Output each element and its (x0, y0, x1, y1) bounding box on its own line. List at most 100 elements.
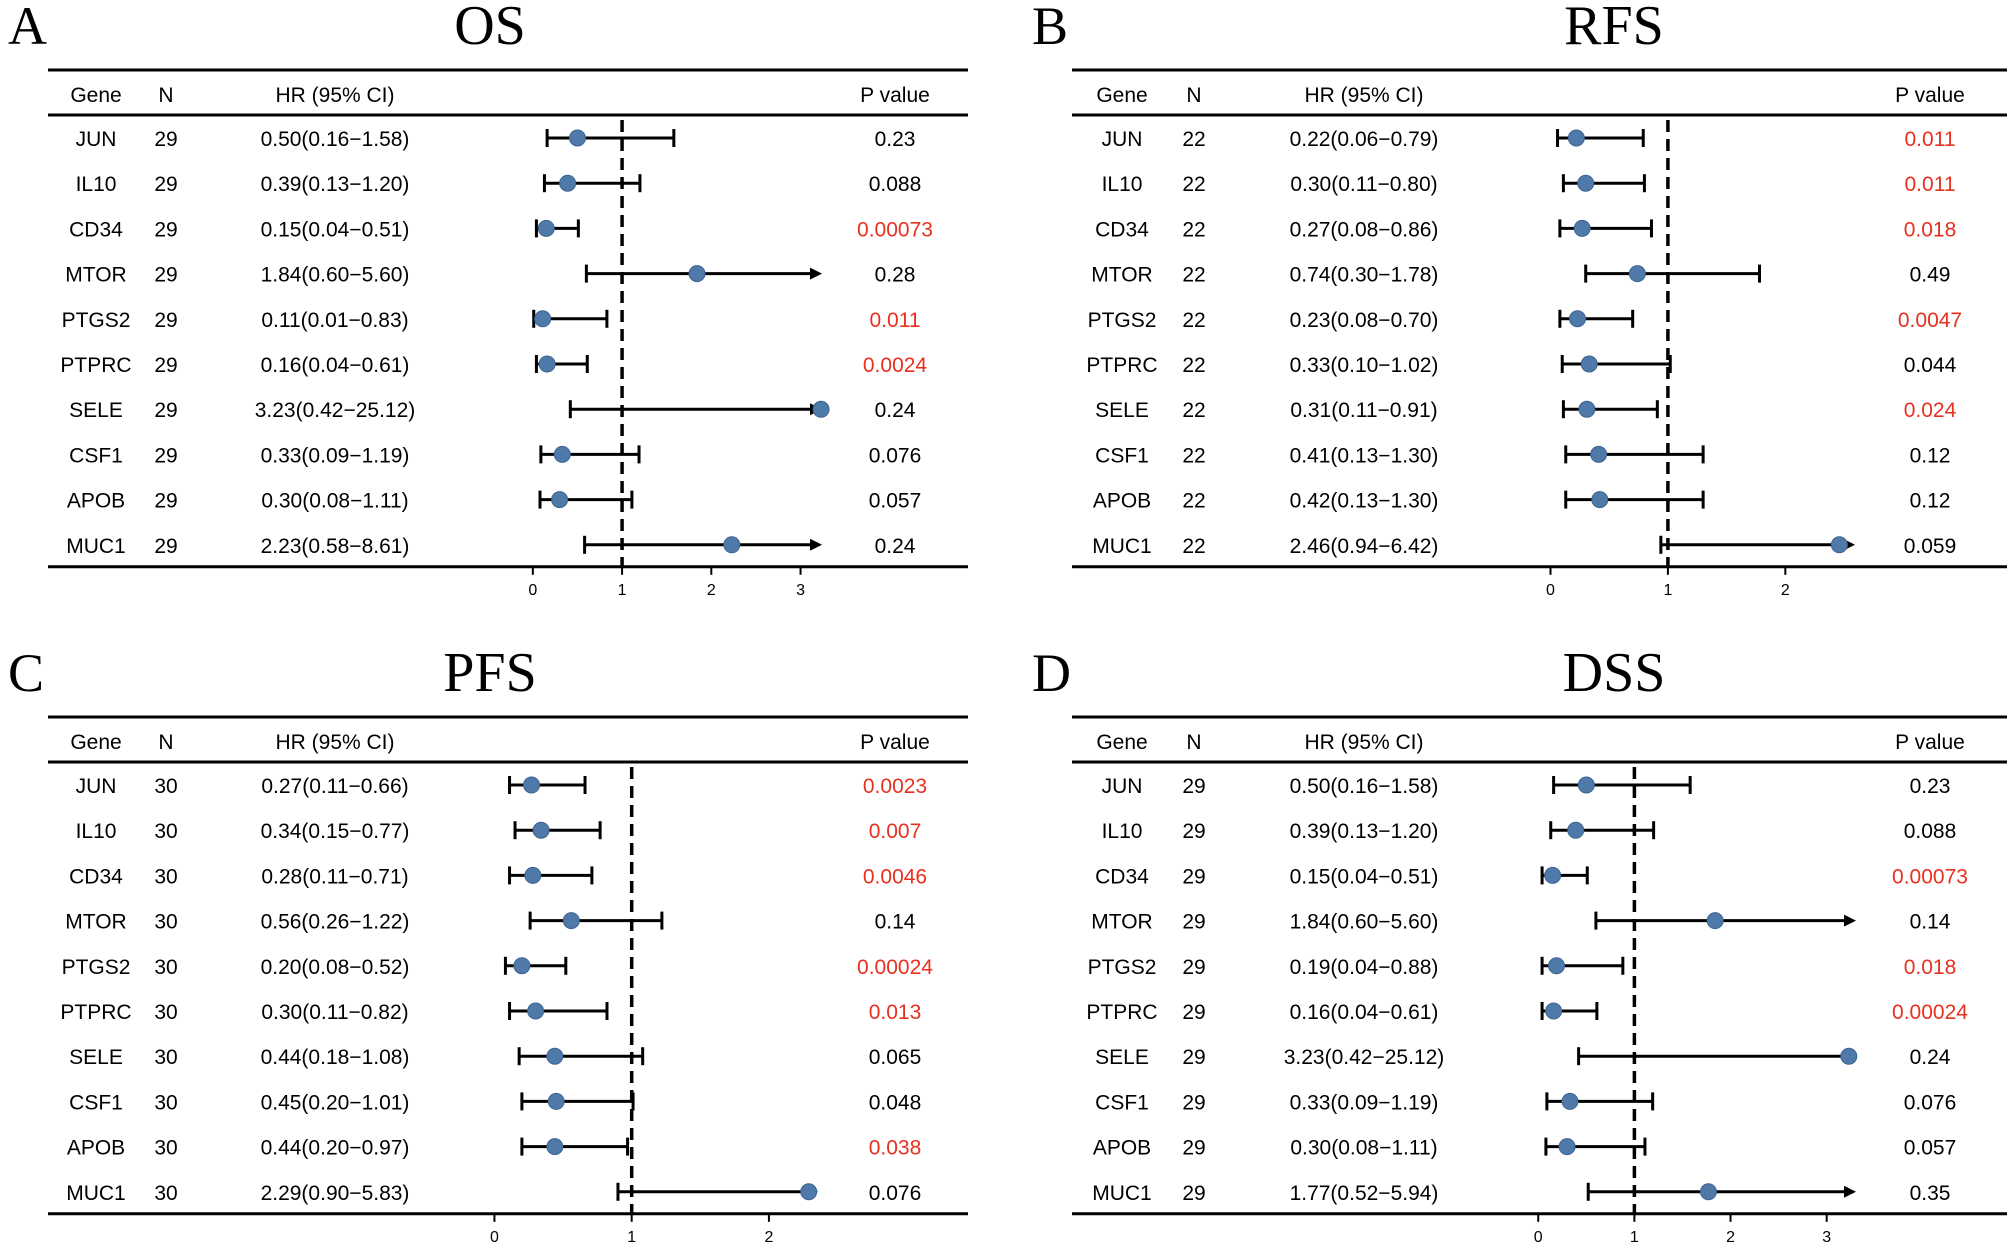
p-value: 0.0024 (863, 354, 928, 377)
gene-label: CSF1 (69, 444, 123, 467)
n-value: 30 (154, 911, 177, 934)
hr-ci-text: 0.41(0.13−1.30) (1290, 444, 1439, 467)
gene-label: MTOR (65, 264, 126, 287)
gene-label: MTOR (65, 911, 126, 934)
table-row: JUN 22 0.22(0.06−0.79) 0.011 (1102, 128, 1956, 151)
panel-b: B RFS Gene N HR (95% CI) P value JUN 22 0.22(0.0… (1032, 0, 2007, 599)
gene-label: APOB (1093, 490, 1151, 513)
n-value: 30 (154, 1137, 177, 1160)
n-value: 22 (1182, 128, 1205, 151)
table-row: SELE 30 0.44(0.18−1.08) 0.065 (69, 1046, 921, 1069)
x-tick-label: 2 (1726, 1229, 1735, 1246)
p-value: 0.007 (869, 820, 922, 843)
hr-point (723, 536, 741, 554)
p-value: 0.088 (1904, 820, 1957, 843)
panel-letter: C (8, 643, 44, 703)
gene-label: MUC1 (1092, 1182, 1152, 1205)
table-row: CD34 29 0.15(0.04−0.51) 0.00073 (1095, 865, 1968, 888)
gene-label: CD34 (1095, 865, 1149, 888)
gene-label: MUC1 (1092, 535, 1152, 558)
hr-ci-text: 0.33(0.09−1.19) (261, 444, 410, 467)
p-value: 0.0047 (1898, 309, 1962, 332)
table-row: APOB 30 0.44(0.20−0.97) 0.038 (67, 1137, 921, 1160)
hr-point (1573, 219, 1591, 237)
table-row: CD34 22 0.27(0.08−0.86) 0.018 (1095, 218, 1956, 241)
header-n: N (158, 731, 173, 754)
table-row: PTGS2 29 0.11(0.01−0.83) 0.011 (62, 309, 921, 332)
hr-point (568, 129, 586, 147)
gene-label: MTOR (1091, 911, 1152, 934)
table-row: PTPRC 30 0.30(0.11−0.82) 0.013 (60, 1001, 921, 1024)
header-gene: Gene (1096, 84, 1147, 107)
gene-label: PTPRC (1086, 354, 1157, 377)
n-value: 30 (154, 865, 177, 888)
panel-a: A OS Gene N HR (95% CI) P value JUN 29 0.50(0.16… (8, 0, 968, 599)
n-value: 29 (1182, 820, 1205, 843)
hr-point (1590, 445, 1608, 463)
header-p-value: P value (1895, 731, 1965, 754)
hr-point (562, 912, 580, 930)
hr-ci-text: 0.15(0.04−0.51) (1290, 865, 1439, 888)
gene-label: CD34 (1095, 218, 1149, 241)
x-tick-label: 0 (1546, 582, 1555, 599)
hr-point (524, 866, 542, 884)
n-value: 22 (1182, 173, 1205, 196)
p-value: 0.0023 (863, 775, 927, 798)
gene-label: MTOR (1091, 264, 1152, 287)
hr-point (537, 219, 555, 237)
p-value: 0.14 (875, 911, 916, 934)
n-value: 29 (1182, 956, 1205, 979)
hr-point (1706, 912, 1724, 930)
table-row: MUC1 30 2.29(0.90−5.83) 0.076 (66, 1182, 921, 1205)
table-row: PTPRC 22 0.33(0.10−1.02) 0.044 (1086, 354, 1956, 377)
table-row: MTOR 30 0.56(0.26−1.22) 0.14 (65, 911, 915, 934)
table-row: MUC1 22 2.46(0.94−6.42) 0.059 (1092, 535, 1956, 558)
gene-label: JUN (76, 128, 117, 151)
header-p-value: P value (1895, 84, 1965, 107)
hr-point (527, 1002, 545, 1020)
hr-point (800, 1183, 818, 1201)
gene-label: APOB (1093, 1137, 1151, 1160)
hr-ci-text: 1.84(0.60−5.60) (261, 264, 410, 287)
hr-ci-text: 0.44(0.18−1.08) (261, 1046, 410, 1069)
header-hr: HR (95% CI) (1304, 84, 1423, 107)
header-p-value: P value (860, 731, 930, 754)
n-value: 22 (1182, 218, 1205, 241)
p-value: 0.057 (869, 490, 922, 513)
table-row: CSF1 30 0.45(0.20−1.01) 0.048 (69, 1091, 921, 1114)
x-tick-label: 1 (1630, 1229, 1639, 1246)
gene-label: APOB (67, 1137, 125, 1160)
p-value: 0.00024 (857, 956, 933, 979)
gene-label: CD34 (69, 865, 123, 888)
hr-ci-text: 0.16(0.04−0.61) (261, 354, 410, 377)
table-row: PTPRC 29 0.16(0.04−0.61) 0.00024 (1086, 1001, 1968, 1024)
hr-ci-text: 0.56(0.26−1.22) (261, 911, 410, 934)
table-row: IL10 22 0.30(0.11−0.80) 0.011 (1102, 173, 1956, 196)
p-value: 0.24 (875, 399, 916, 422)
hr-ci-text: 3.23(0.42−25.12) (255, 399, 416, 422)
p-value: 0.044 (1904, 354, 1957, 377)
p-value: 0.28 (875, 264, 916, 287)
gene-label: MUC1 (66, 1182, 126, 1205)
hr-ci-text: 0.11(0.01−0.83) (261, 309, 408, 332)
p-value: 0.024 (1904, 399, 1957, 422)
hr-point (1548, 957, 1565, 975)
gene-label: PTGS2 (62, 956, 131, 979)
table-row: SELE 22 0.31(0.11−0.91) 0.024 (1095, 399, 1956, 422)
hr-ci-text: 0.15(0.04−0.51) (261, 218, 410, 241)
ci-arrow (1844, 1185, 1856, 1198)
hr-point (1580, 355, 1598, 373)
n-value: 29 (154, 490, 177, 513)
table-row: APOB 29 0.30(0.08−1.11) 0.057 (67, 490, 921, 513)
p-value: 0.12 (1910, 444, 1951, 467)
hr-point (1830, 536, 1848, 554)
p-value: 0.065 (869, 1046, 922, 1069)
hr-ci-text: 0.50(0.16−1.58) (261, 128, 410, 151)
hr-point (1628, 265, 1646, 283)
hr-ci-text: 0.22(0.06−0.79) (1290, 128, 1439, 151)
n-value: 30 (154, 1001, 177, 1024)
hr-point (1577, 776, 1595, 794)
table-row: PTGS2 30 0.20(0.08−0.52) 0.00024 (62, 956, 934, 979)
x-tick-label: 1 (627, 1229, 636, 1246)
gene-label: PTPRC (1086, 1001, 1157, 1024)
